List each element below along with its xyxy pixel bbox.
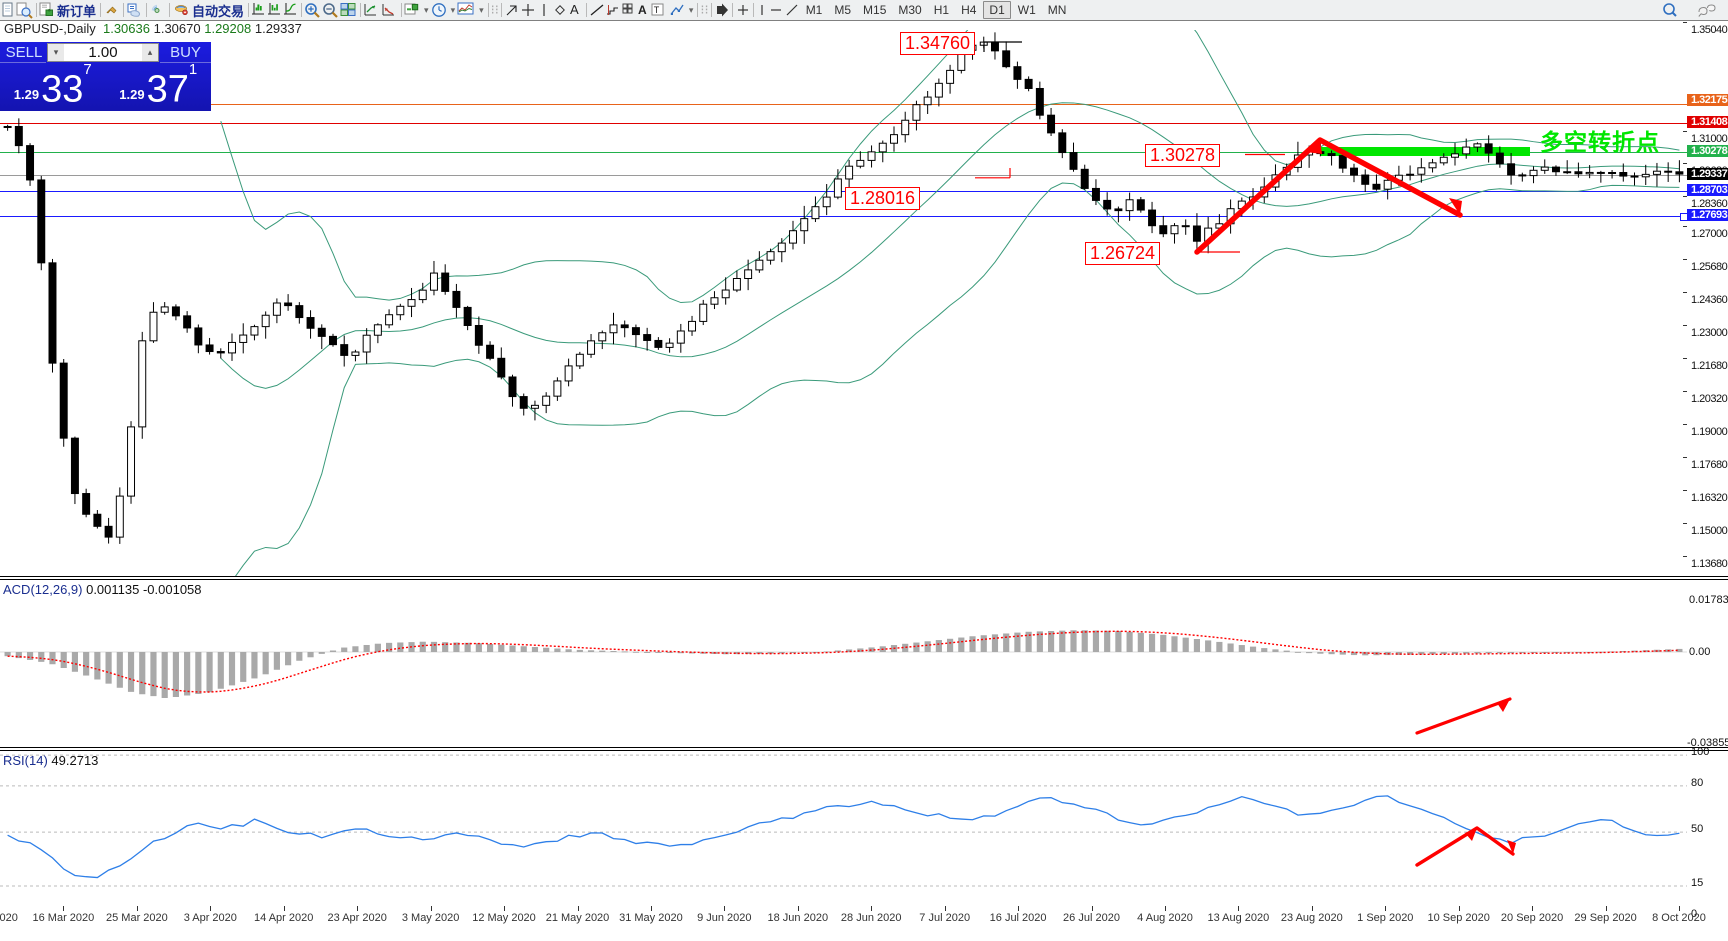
- svg-text:A: A: [570, 2, 579, 17]
- svg-text:A: A: [638, 3, 647, 17]
- svg-text:T: T: [654, 5, 660, 15]
